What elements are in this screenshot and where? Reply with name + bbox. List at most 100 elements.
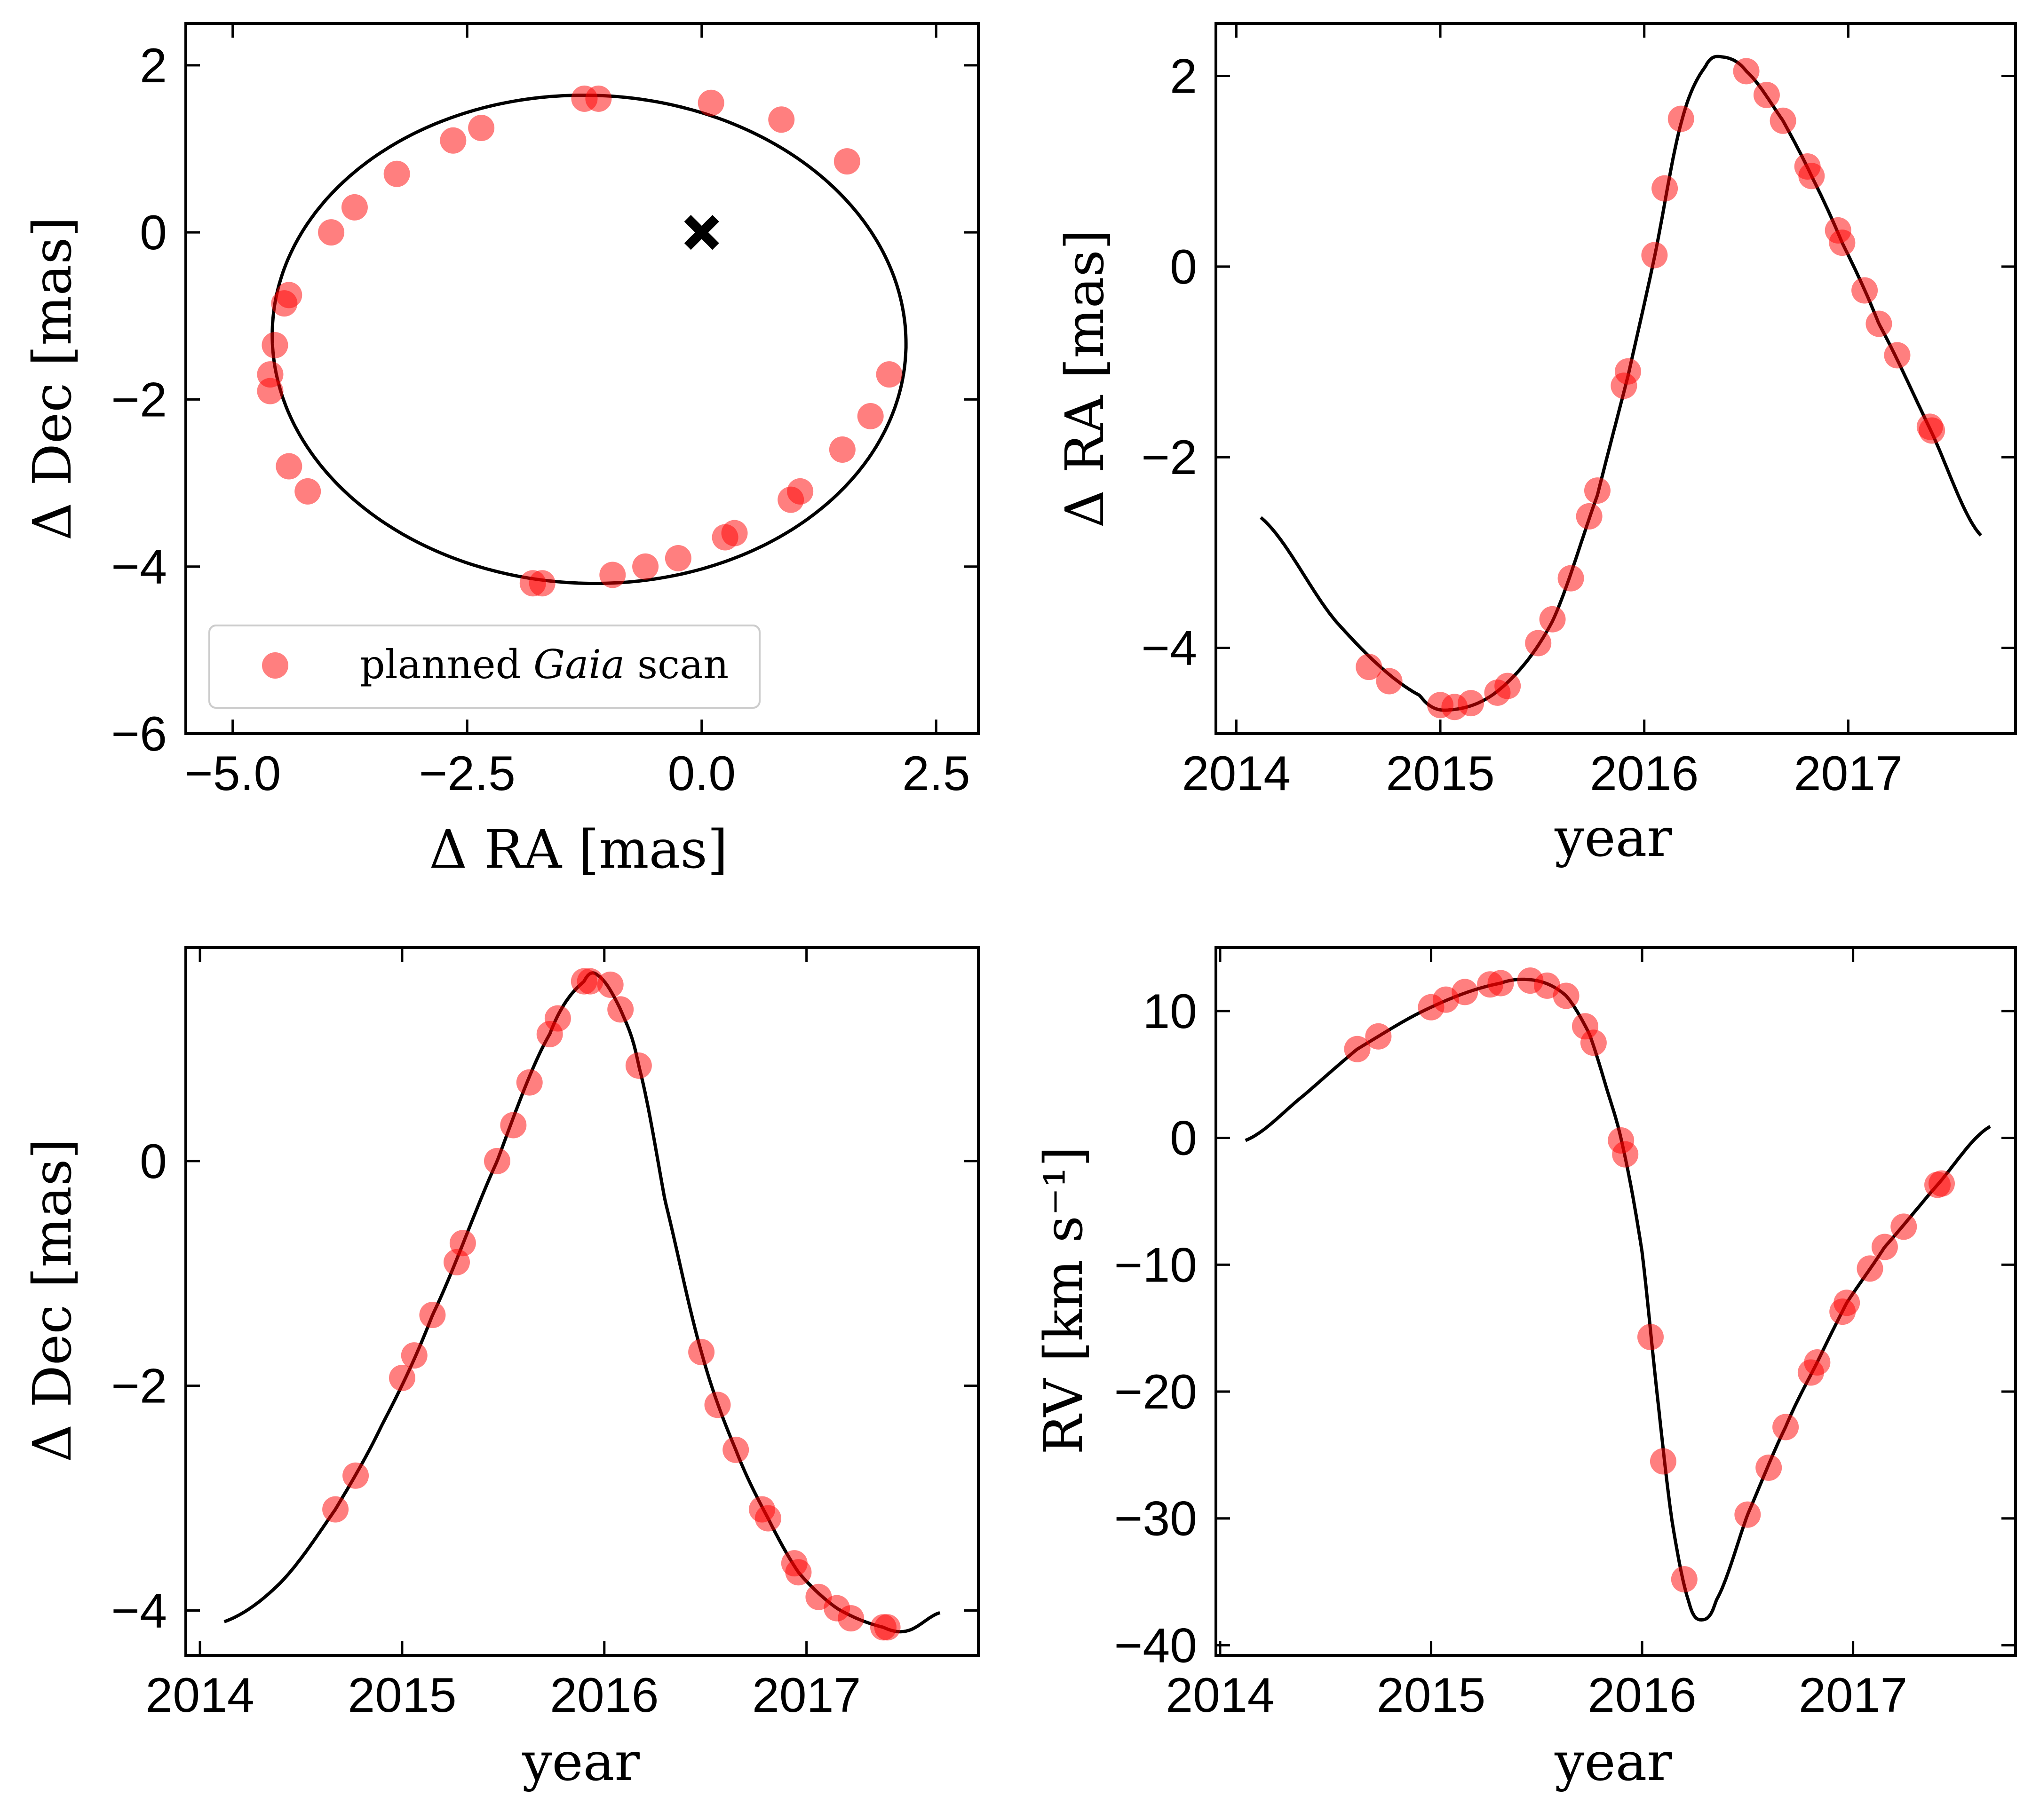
data-point [1584, 477, 1611, 504]
y-tick-label: −20 [1114, 1365, 1197, 1419]
y-tick-label: 10 [1143, 984, 1197, 1039]
orbit-y-label: Δ Dec [mas] [22, 217, 83, 541]
data-point [785, 1559, 812, 1586]
data-point [383, 160, 410, 187]
x-tick-label: 2017 [752, 1668, 861, 1723]
panel-ra-time: 2014 2015 2016 2017 −4 −2 0 2 year Δ RA [mas] [1055, 22, 2017, 869]
data-point [632, 553, 659, 580]
data-point [1929, 1170, 1955, 1197]
data-point [1772, 1414, 1799, 1440]
data-point [389, 1364, 415, 1391]
ra-frame [1214, 22, 2017, 735]
ra-y-label: Δ RA [mas] [1055, 229, 1116, 528]
dec-frame [184, 946, 980, 1657]
data-point [1753, 82, 1780, 109]
panel-rv-time: 2014 2015 2016 2017 −40 −30 −20 −10 0 10 year RV… [1033, 946, 2017, 1793]
x-tick-label: 2017 [1799, 1668, 1907, 1723]
data-point [1494, 673, 1521, 699]
data-point [838, 1605, 865, 1632]
y-tick-label: −2 [111, 1359, 167, 1414]
data-point [1871, 1234, 1898, 1260]
y-tick-label: 0 [1170, 240, 1197, 294]
x-tick-label: −5.0 [184, 746, 281, 801]
x-tick-label: 2016 [1590, 746, 1699, 801]
legend-marker [262, 652, 288, 679]
orbit-x-tick-labels: −5.0 −2.5 0.0 2.5 [184, 746, 970, 801]
rv-y-label: RV [km s⁻¹] [1033, 1146, 1095, 1454]
x-tick-label: 2.5 [902, 746, 970, 801]
data-point [318, 219, 345, 246]
data-point [1458, 690, 1484, 717]
y-tick-label: −10 [1114, 1238, 1197, 1292]
y-tick-label: −4 [111, 1583, 167, 1638]
orbit-curve [270, 94, 908, 586]
data-point [262, 332, 288, 358]
data-point [1356, 654, 1382, 681]
y-tick-label: 0 [140, 1134, 167, 1189]
y-tick-label: −4 [1141, 621, 1197, 676]
data-point [1580, 1029, 1607, 1056]
rv-ticks [1216, 948, 2016, 1655]
data-point [401, 1342, 428, 1369]
data-point [1865, 310, 1892, 337]
data-point [1487, 970, 1514, 997]
data-point [1834, 1290, 1860, 1316]
data-point [876, 361, 903, 388]
orbit-legend: planned Gaia scan [208, 625, 761, 709]
x-tick-label: 2017 [1794, 746, 1903, 801]
rv-x-label: year [1554, 1732, 1672, 1793]
data-point [778, 486, 804, 513]
data-point [665, 545, 691, 571]
data-point [276, 453, 302, 480]
y-tick-label: −4 [111, 540, 167, 594]
star-cross-stroke [684, 215, 719, 250]
y-tick-label: 2 [1170, 49, 1197, 103]
ra-x-tick-labels: 2014 2015 2016 2017 [1182, 746, 1903, 801]
dec-y-label: Δ Dec [mas] [22, 1139, 83, 1463]
data-point [712, 524, 738, 551]
data-point [1376, 668, 1403, 695]
dec-x-label: year [522, 1732, 640, 1793]
orbit-y-tick-labels: −6 −4 −2 0 2 [111, 39, 167, 761]
data-point [1890, 1213, 1917, 1240]
rv-points [1344, 967, 1955, 1593]
x-tick-label: 2014 [1182, 746, 1291, 801]
data-point [1798, 163, 1825, 190]
ra-ticks [1216, 24, 2016, 734]
data-point [833, 148, 860, 175]
data-point [829, 436, 856, 463]
data-point [1557, 565, 1584, 592]
ra-points [1356, 58, 1945, 720]
orbit-points [257, 85, 903, 597]
legend-label: planned Gaia scan [360, 641, 729, 688]
data-point [874, 1614, 901, 1641]
data-point [519, 570, 546, 597]
data-point [1884, 342, 1911, 369]
ra-x-label: year [1554, 807, 1672, 869]
data-point [322, 1496, 349, 1523]
data-point [1734, 1501, 1761, 1528]
x-tick-label: 2016 [550, 1668, 659, 1723]
x-tick-label: 0.0 [667, 746, 736, 801]
data-point [1755, 1454, 1782, 1481]
data-point [585, 85, 612, 112]
data-point [704, 1392, 731, 1418]
data-point [1641, 242, 1668, 269]
data-point [597, 971, 624, 998]
rv-curve [1245, 977, 1991, 1622]
data-point [1804, 1349, 1831, 1376]
data-point [516, 1069, 543, 1096]
data-point [1770, 107, 1796, 134]
dec-y-tick-labels: −4 −2 0 [111, 1134, 167, 1638]
data-point [342, 1462, 369, 1489]
data-point [1671, 1566, 1698, 1593]
x-tick-label: 2015 [1386, 746, 1494, 801]
legend-box [208, 625, 761, 709]
x-tick-label: 2015 [348, 1668, 456, 1723]
data-point [484, 1147, 510, 1174]
data-point [1829, 229, 1856, 256]
data-point [1919, 417, 1945, 444]
data-point [1667, 105, 1694, 132]
data-point [257, 361, 284, 388]
